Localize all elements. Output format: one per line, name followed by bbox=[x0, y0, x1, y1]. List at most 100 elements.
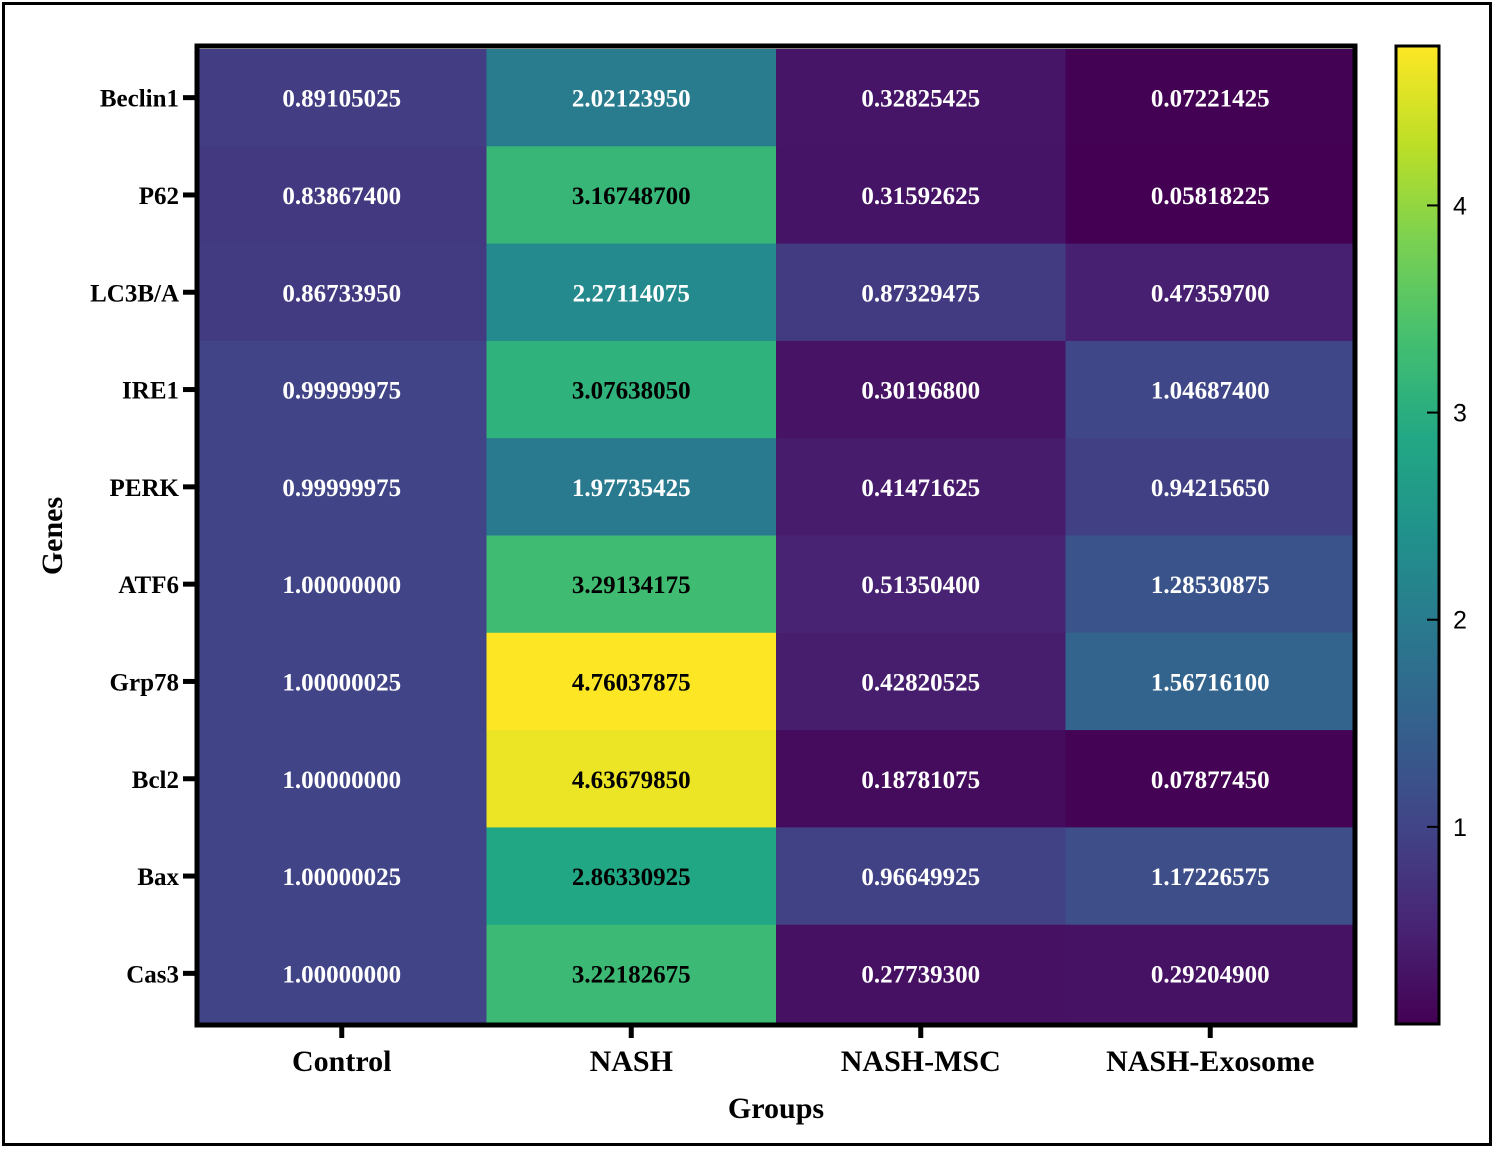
heatmap-cell bbox=[197, 924, 487, 1023]
cell-value-label: 1.00000000 bbox=[282, 572, 401, 599]
cell-value-label: 0.96649925 bbox=[861, 864, 980, 891]
heatmap-cell bbox=[776, 146, 1066, 245]
heatmap-cell bbox=[776, 49, 1066, 147]
x-tick-label: NASH bbox=[590, 1045, 673, 1078]
cell-value-label: 3.22182675 bbox=[572, 961, 691, 988]
cell-value-label: 4.63679850 bbox=[572, 767, 691, 794]
cell-value-label: 1.28530875 bbox=[1151, 572, 1270, 599]
colorbar-tick-label: 3 bbox=[1453, 400, 1467, 428]
heatmap-cell bbox=[776, 827, 1066, 926]
cell-value-label: 0.94215650 bbox=[1151, 475, 1270, 502]
heatmap-cell bbox=[1065, 827, 1356, 926]
heatmap-cell bbox=[1065, 535, 1356, 634]
heatmap-cell bbox=[776, 730, 1066, 828]
heatmap-cell bbox=[486, 632, 777, 731]
cell-value-label: 3.16748700 bbox=[572, 183, 691, 210]
cell-value-label: 1.17226575 bbox=[1151, 864, 1270, 891]
cell-value-label: 2.27114075 bbox=[573, 280, 690, 307]
heatmap-cell bbox=[197, 730, 487, 828]
cell-value-label: 1.00000025 bbox=[282, 669, 401, 696]
heatmap-cell bbox=[1065, 924, 1356, 1023]
cell-value-label: 1.00000000 bbox=[282, 961, 401, 988]
heatmap-cell bbox=[486, 924, 777, 1023]
x-tick-label: Control bbox=[292, 1045, 391, 1078]
heatmap-cell bbox=[197, 535, 487, 634]
y-tick-label: LC3B/A bbox=[90, 280, 179, 307]
cell-value-label: 1.00000000 bbox=[282, 767, 401, 794]
y-tick-label: ATF6 bbox=[118, 572, 179, 599]
cell-value-label: 0.05818225 bbox=[1151, 183, 1270, 210]
heatmap-cell bbox=[776, 535, 1066, 634]
colorbar-tick-label: 2 bbox=[1453, 607, 1467, 635]
cell-value-label: 0.30196800 bbox=[861, 378, 980, 405]
colorbar-ticks: 1 2 3 4 bbox=[1427, 192, 1467, 842]
cell-value-label: 0.99999975 bbox=[282, 475, 401, 502]
heatmap-cell bbox=[197, 438, 487, 536]
cell-value-label: 0.07877450 bbox=[1151, 767, 1270, 794]
column-labels: Control NASH NASH-MSC NASH-Exosome bbox=[292, 1024, 1314, 1078]
cell-value-label: 0.32825425 bbox=[861, 86, 980, 113]
y-tick-label: PERK bbox=[110, 475, 180, 502]
y-tick-label: Grp78 bbox=[110, 669, 179, 696]
colorbar bbox=[1394, 44, 1441, 1026]
heatmap-cell bbox=[776, 340, 1066, 439]
heatmap-cell bbox=[197, 827, 487, 926]
cell-value-label: 0.86733950 bbox=[282, 280, 401, 307]
x-tick-label: NASH-Exosome bbox=[1106, 1045, 1314, 1078]
y-axis-title: Genes bbox=[36, 497, 69, 575]
heatmap-cell bbox=[197, 49, 487, 147]
heatmap-cell bbox=[776, 632, 1066, 731]
cell-value-label: 0.29204900 bbox=[1151, 961, 1270, 988]
cell-value-label: 0.07221425 bbox=[1151, 86, 1270, 113]
cell-value-label: 2.02123950 bbox=[572, 86, 691, 113]
heatmap-cell bbox=[1065, 146, 1356, 245]
heatmap-cell bbox=[486, 827, 777, 926]
heatmap-cells: 0.89105025 2.02123950 0.32825425 0.07221425… bbox=[197, 49, 1356, 1023]
cell-value-label: 0.47359700 bbox=[1151, 280, 1270, 307]
plot-border bbox=[194, 43, 1358, 1028]
heatmap-cell bbox=[197, 340, 487, 439]
cell-value-label: 0.18781075 bbox=[861, 767, 980, 794]
cell-value-label: 0.89105025 bbox=[282, 86, 401, 113]
colorbar-tick-label: 4 bbox=[1453, 192, 1467, 220]
cell-value-label: 3.07638050 bbox=[572, 378, 691, 405]
heatmap-cell bbox=[197, 243, 487, 342]
heatmap-cell bbox=[776, 924, 1066, 1023]
cell-value-label: 3.29134175 bbox=[572, 572, 691, 599]
heatmap-cell bbox=[1065, 438, 1356, 536]
colorbar-tick-label: 1 bbox=[1453, 814, 1467, 842]
y-tick-label: Bax bbox=[137, 864, 179, 891]
cell-value-label: 1.97735425 bbox=[572, 475, 691, 502]
heatmap-cell bbox=[776, 243, 1066, 342]
heatmap-cell bbox=[1065, 632, 1356, 731]
heatmap-cell bbox=[1065, 243, 1356, 342]
cell-value-label: 0.27739300 bbox=[861, 961, 980, 988]
y-tick-label: Cas3 bbox=[126, 961, 179, 988]
cell-value-label: 0.31592625 bbox=[861, 183, 980, 210]
cell-value-label: 2.86330925 bbox=[572, 864, 691, 891]
heatmap-cell bbox=[1065, 730, 1356, 828]
cell-value-label: 4.76037875 bbox=[572, 669, 691, 696]
cell-value-label: 0.99999975 bbox=[282, 378, 401, 405]
heatmap-cell bbox=[1065, 340, 1356, 439]
x-tick-label: NASH-MSC bbox=[841, 1045, 1001, 1078]
heatmap-cell bbox=[486, 49, 777, 147]
heatmap-cell bbox=[486, 438, 777, 536]
y-tick-label: Bcl2 bbox=[132, 767, 179, 794]
y-tick-label: Beclin1 bbox=[100, 86, 179, 113]
cell-value-label: 1.00000025 bbox=[282, 864, 401, 891]
cell-value-label: 0.87329475 bbox=[861, 280, 980, 307]
x-axis-title: Groups bbox=[728, 1092, 824, 1125]
cell-value-label: 1.04687400 bbox=[1151, 378, 1270, 405]
heatmap-cell bbox=[486, 146, 777, 245]
y-tick-label: P62 bbox=[139, 183, 179, 210]
cell-value-label: 1.56716100 bbox=[1151, 669, 1270, 696]
heatmap-cell bbox=[776, 438, 1066, 536]
cell-value-label: 0.83867400 bbox=[282, 183, 401, 210]
heatmap-cell bbox=[197, 632, 487, 731]
heatmap-cell bbox=[486, 535, 777, 634]
heatmap-cell bbox=[486, 243, 777, 342]
heatmap-cell bbox=[197, 146, 487, 245]
cell-value-label: 0.51350400 bbox=[861, 572, 980, 599]
